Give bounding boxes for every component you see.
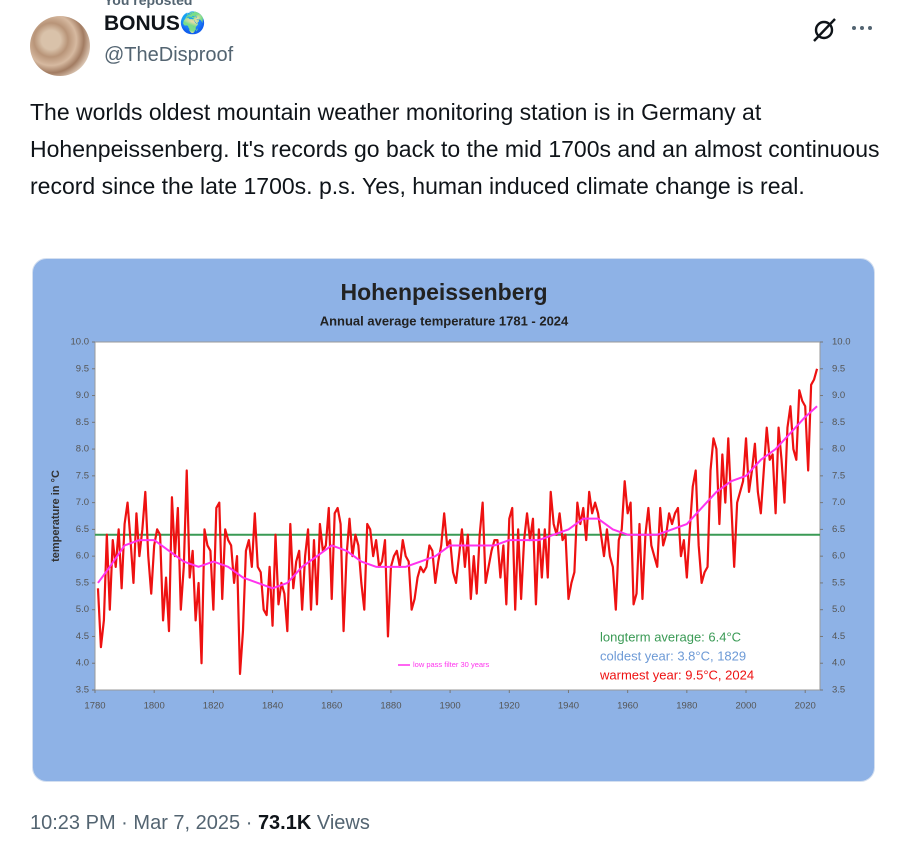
time: 10:23 PM bbox=[30, 812, 116, 834]
legend-label: low pass filter 30 years bbox=[413, 660, 490, 669]
separator: · bbox=[245, 812, 253, 834]
grok-icon[interactable] bbox=[813, 18, 836, 42]
date[interactable]: Mar 7, 2025 bbox=[133, 812, 241, 834]
y2-tick-label: 7.0 bbox=[832, 497, 845, 508]
y-axis-label: temperature in °C bbox=[50, 470, 62, 562]
y-tick-label: 3.5 bbox=[76, 685, 89, 696]
x-tick-label: 1880 bbox=[380, 701, 401, 712]
y2-tick-label: 8.5 bbox=[832, 417, 845, 428]
x-tick-label: 1780 bbox=[84, 701, 105, 712]
x-tick-label: 1840 bbox=[262, 701, 283, 712]
chart: Hohenpeissenberg Annual average temperat… bbox=[32, 258, 875, 782]
chart-title: Hohenpeissenberg bbox=[340, 279, 547, 305]
y2-tick-label: 4.5 bbox=[832, 631, 845, 642]
y2-tick-label: 9.5 bbox=[832, 363, 845, 374]
y2-tick-label: 8.0 bbox=[832, 444, 845, 455]
y-tick-label: 6.5 bbox=[76, 524, 89, 535]
x-tick-label: 1920 bbox=[499, 701, 520, 712]
x-tick-label: 1800 bbox=[144, 701, 165, 712]
y-tick-label: 7.5 bbox=[76, 470, 89, 481]
y-tick-label: 4.5 bbox=[76, 631, 89, 642]
x-tick-label: 1940 bbox=[558, 701, 579, 712]
avatar[interactable] bbox=[30, 16, 90, 76]
y-tick-label: 4.0 bbox=[76, 658, 89, 669]
y2-tick-label: 6.5 bbox=[832, 524, 845, 535]
y2-tick-label: 4.0 bbox=[832, 658, 845, 669]
x-tick-label: 2020 bbox=[795, 701, 816, 712]
tweet-meta: 10:23 PM · Mar 7, 2025 · 73.1K Views bbox=[30, 812, 370, 835]
y-tick-label: 7.0 bbox=[76, 497, 89, 508]
series-line bbox=[97, 405, 818, 590]
annotation: longterm average: 6.4°C bbox=[600, 629, 741, 644]
repost-note: You reposted bbox=[104, 0, 193, 8]
x-tick-label: 2000 bbox=[735, 701, 756, 712]
views-label: Views bbox=[316, 812, 370, 834]
y-tick-label: 5.0 bbox=[76, 604, 89, 615]
annotation: coldest year: 3.8°C, 1829 bbox=[600, 648, 746, 663]
y-tick-label: 8.5 bbox=[76, 417, 89, 428]
y-tick-label: 9.0 bbox=[76, 390, 89, 401]
y-tick-label: 9.5 bbox=[76, 363, 89, 374]
y2-tick-label: 10.0 bbox=[832, 337, 851, 348]
y-tick-label: 8.0 bbox=[76, 444, 89, 455]
chart-image[interactable]: Hohenpeissenberg Annual average temperat… bbox=[32, 258, 875, 782]
y2-tick-label: 3.5 bbox=[832, 685, 845, 696]
y-tick-label: 10.0 bbox=[71, 337, 90, 348]
y-tick-label: 5.5 bbox=[76, 577, 89, 588]
y2-tick-label: 6.0 bbox=[832, 551, 845, 562]
y2-tick-label: 9.0 bbox=[832, 390, 845, 401]
tweet-actions bbox=[813, 18, 872, 42]
x-tick-label: 1980 bbox=[676, 701, 697, 712]
y2-tick-label: 5.0 bbox=[832, 604, 845, 615]
display-name[interactable]: BONUS🌍 bbox=[104, 12, 206, 35]
y2-tick-label: 5.5 bbox=[832, 577, 845, 588]
x-tick-label: 1820 bbox=[203, 701, 224, 712]
handle[interactable]: @TheDisproof bbox=[104, 44, 234, 66]
annotation: warmest year: 9.5°C, 2024 bbox=[599, 667, 754, 682]
more-icon[interactable] bbox=[852, 26, 872, 30]
chart-subtitle: Annual average temperature 1781 - 2024 bbox=[320, 313, 569, 328]
series-line bbox=[96, 368, 819, 676]
tweet-text: The worlds oldest mountain weather monit… bbox=[30, 99, 880, 199]
x-tick-label: 1860 bbox=[321, 701, 342, 712]
x-tick-label: 1900 bbox=[440, 701, 461, 712]
y2-tick-label: 7.5 bbox=[832, 470, 845, 481]
separator: · bbox=[121, 812, 128, 834]
x-tick-label: 1960 bbox=[617, 701, 638, 712]
y-tick-label: 6.0 bbox=[76, 551, 89, 562]
view-count: 73.1K bbox=[257, 812, 312, 834]
